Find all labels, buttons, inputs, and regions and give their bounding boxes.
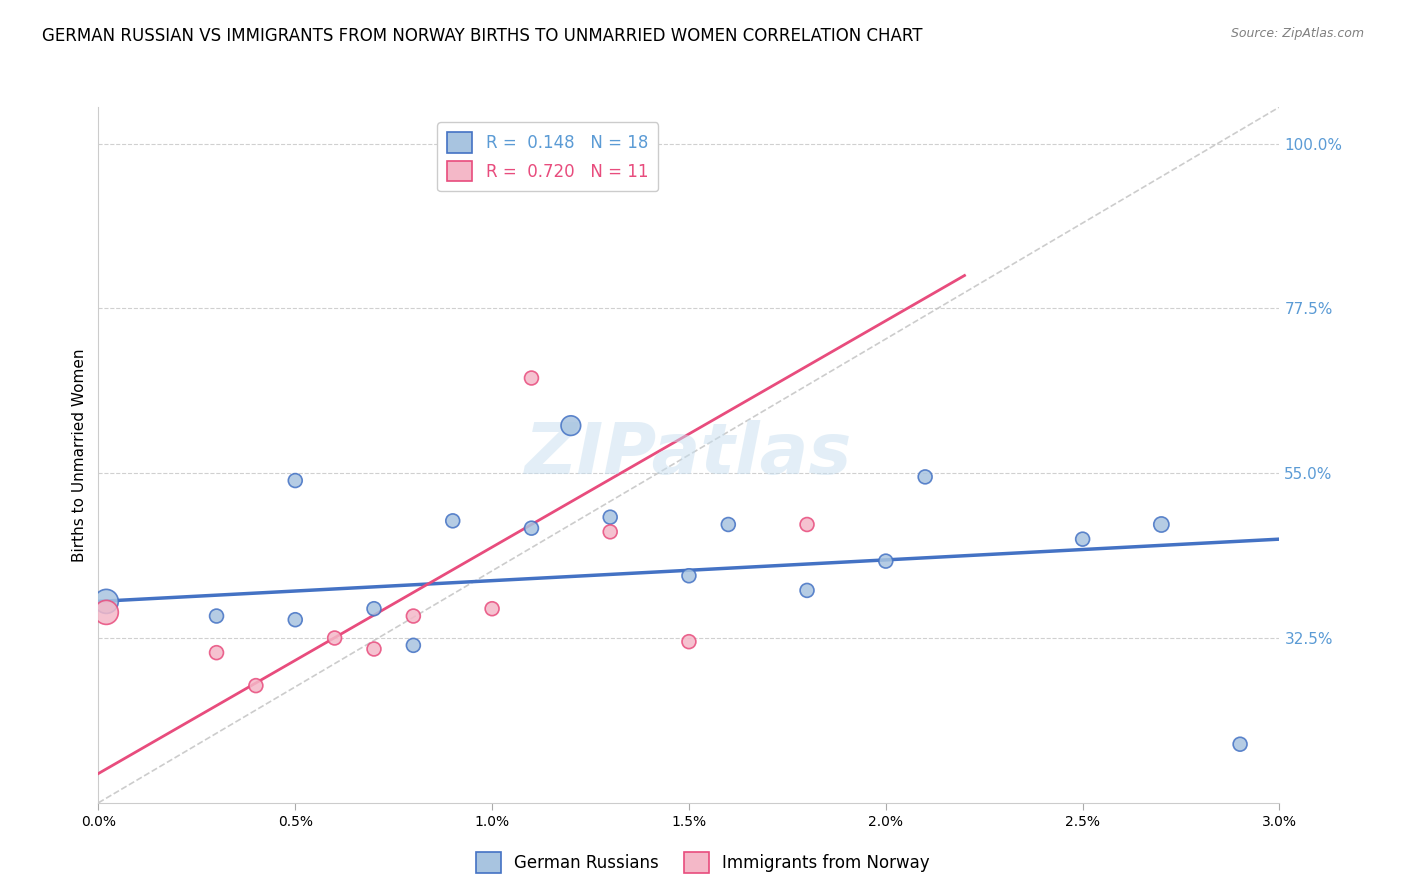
Point xyxy=(363,601,385,615)
Point xyxy=(323,631,346,645)
Point xyxy=(599,524,621,539)
Point xyxy=(1071,532,1094,546)
Point xyxy=(441,514,464,528)
Point xyxy=(96,594,118,608)
Y-axis label: Births to Unmarried Women: Births to Unmarried Women xyxy=(72,348,87,562)
Point xyxy=(284,613,307,627)
Point xyxy=(599,510,621,524)
Text: Source: ZipAtlas.com: Source: ZipAtlas.com xyxy=(1230,27,1364,40)
Point xyxy=(205,646,228,660)
Legend: German Russians, Immigrants from Norway: German Russians, Immigrants from Norway xyxy=(470,846,936,880)
Text: GERMAN RUSSIAN VS IMMIGRANTS FROM NORWAY BIRTHS TO UNMARRIED WOMEN CORRELATION C: GERMAN RUSSIAN VS IMMIGRANTS FROM NORWAY… xyxy=(42,27,922,45)
Point xyxy=(796,517,818,532)
Point xyxy=(284,474,307,488)
Point xyxy=(796,583,818,598)
Point xyxy=(363,642,385,657)
Point xyxy=(678,568,700,582)
Point xyxy=(96,606,118,620)
Legend: R =  0.148   N = 18, R =  0.720   N = 11: R = 0.148 N = 18, R = 0.720 N = 11 xyxy=(437,122,658,191)
Point xyxy=(245,679,267,693)
Point xyxy=(481,601,503,615)
Point xyxy=(402,609,425,624)
Point xyxy=(1150,517,1173,532)
Point xyxy=(560,418,582,433)
Point xyxy=(914,470,936,484)
Point xyxy=(1229,737,1251,751)
Point xyxy=(402,638,425,652)
Text: ZIPatlas: ZIPatlas xyxy=(526,420,852,490)
Point xyxy=(717,517,740,532)
Point xyxy=(678,634,700,648)
Point xyxy=(520,521,543,535)
Point xyxy=(875,554,897,568)
Point xyxy=(205,609,228,624)
Point xyxy=(520,371,543,385)
